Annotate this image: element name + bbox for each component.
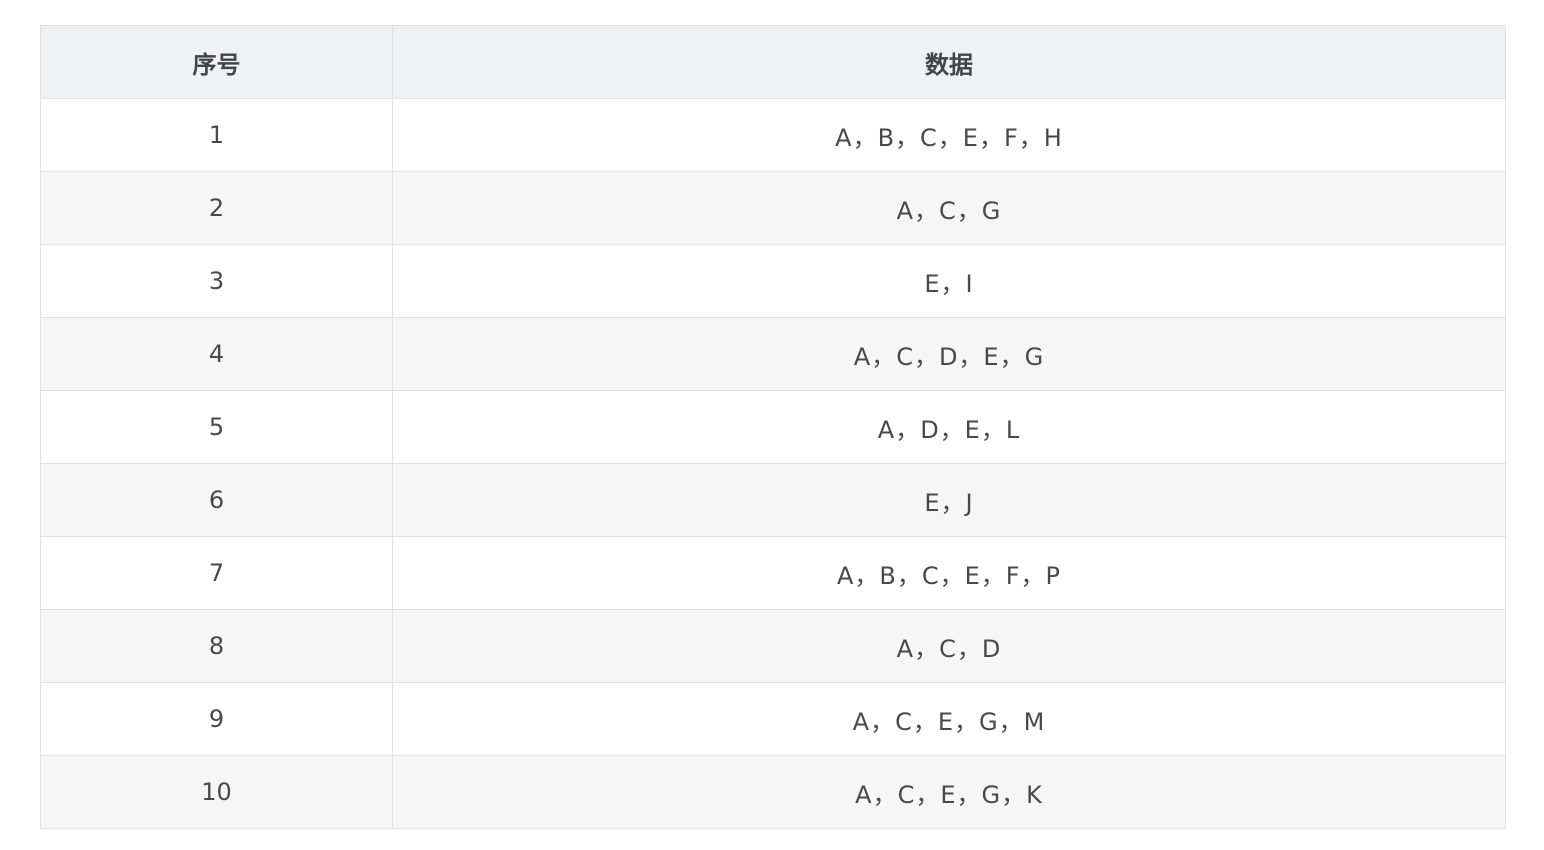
cell-data: E，J	[392, 463, 1506, 537]
cell-index: 10	[40, 755, 393, 829]
table-header-row: 序号 数据	[40, 25, 1506, 99]
table-row: 1 A，B，C，E，F，H	[40, 98, 1506, 172]
cell-index: 2	[40, 171, 393, 245]
cell-index: 6	[40, 463, 393, 537]
table-row: 6 E，J	[40, 463, 1506, 537]
data-table: 序号 数据 1 A，B，C，E，F，H 2 A，C，G 3 E，I 4 A，C，D，E，G 5 A…	[40, 25, 1506, 829]
cell-index: 5	[40, 390, 393, 464]
table-row: 2 A，C，G	[40, 171, 1506, 245]
cell-data: A，D，E，L	[392, 390, 1506, 464]
cell-index: 4	[40, 317, 393, 391]
table-row: 9 A，C，E，G，M	[40, 682, 1506, 756]
table-body: 1 A，B，C，E，F，H 2 A，C，G 3 E，I 4 A，C，D，E，G 5 A，D，E，L…	[40, 98, 1506, 829]
table-row: 7 A，B，C，E，F，P	[40, 536, 1506, 610]
table-row: 10 A，C，E，G，K	[40, 755, 1506, 829]
table-row: 4 A，C，D，E，G	[40, 317, 1506, 391]
cell-data: A，C，G	[392, 171, 1506, 245]
header-data: 数据	[392, 25, 1506, 99]
cell-data: A，C，D，E，G	[392, 317, 1506, 391]
cell-index: 8	[40, 609, 393, 683]
table-row: 5 A，D，E，L	[40, 390, 1506, 464]
cell-data: A，B，C，E，F，H	[392, 98, 1506, 172]
cell-index: 7	[40, 536, 393, 610]
cell-data: A，B，C，E，F，P	[392, 536, 1506, 610]
cell-data: A，C，E，G，M	[392, 682, 1506, 756]
cell-index: 9	[40, 682, 393, 756]
cell-data: A，C，D	[392, 609, 1506, 683]
cell-index: 3	[40, 244, 393, 318]
cell-data: E，I	[392, 244, 1506, 318]
table-row: 8 A，C，D	[40, 609, 1506, 683]
cell-data: A，C，E，G，K	[392, 755, 1506, 829]
header-index: 序号	[40, 25, 393, 99]
table-row: 3 E，I	[40, 244, 1506, 318]
cell-index: 1	[40, 98, 393, 172]
